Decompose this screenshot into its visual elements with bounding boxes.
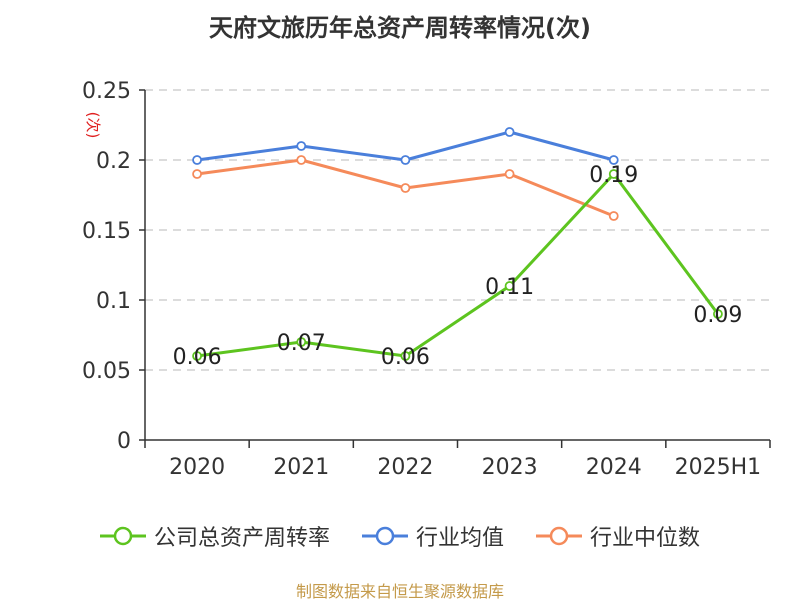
source-note: 制图数据来自恒生聚源数据库	[295, 582, 504, 601]
legend-item[interactable]: 公司总资产周转率	[99, 520, 330, 552]
y-axis-label: (次)	[84, 112, 102, 139]
data-point	[400, 183, 411, 193]
x-tick-label: 2020	[169, 455, 225, 480]
data-point	[296, 141, 307, 151]
data-label: 0.06	[173, 345, 222, 370]
x-tick-label: 2024	[586, 455, 642, 480]
data-point	[504, 127, 515, 137]
data-point	[504, 281, 515, 291]
data-label: 0.19	[589, 163, 638, 188]
data-point	[608, 155, 619, 165]
data-point	[192, 351, 202, 361]
x-tick-label: 2021	[273, 455, 329, 480]
data-point	[296, 155, 307, 165]
x-tick-label: 2022	[377, 455, 433, 480]
data-point	[192, 155, 202, 165]
y-tick-label: 0.15	[82, 219, 131, 244]
legend-label: 行业均值	[415, 526, 504, 551]
legend-marker-icon	[99, 526, 146, 546]
chart-title: 天府文旅历年总资产周转率情况(次)	[209, 14, 591, 42]
y-tick-label: 0	[117, 429, 131, 454]
y-tick-label: 0.2	[96, 149, 131, 174]
data-point	[400, 351, 411, 361]
data-point	[504, 169, 515, 179]
data-label: 0.06	[381, 345, 430, 370]
legend-item[interactable]: 行业中位数	[536, 520, 700, 552]
data-point	[192, 169, 202, 179]
legend-marker-icon	[361, 526, 408, 546]
y-tick-label: 0.05	[82, 359, 131, 384]
legend-label: 行业中位数	[590, 526, 701, 551]
y-tick-label: 0.25	[82, 79, 131, 104]
data-point	[400, 155, 411, 165]
x-tick-label: 2025H1	[675, 455, 762, 480]
legend-label: 公司总资产周转率	[153, 526, 330, 551]
data-point	[713, 309, 723, 319]
legend-marker-icon	[536, 526, 582, 546]
data-label: 0.09	[693, 303, 742, 328]
legend-item[interactable]: 行业均值	[361, 520, 504, 552]
data-point	[608, 169, 619, 179]
y-tick-label: 0.1	[96, 289, 131, 314]
legend: 公司总资产周转率 行业均值 行业中位数	[0, 520, 800, 552]
series-line-0	[196, 172, 720, 358]
data-label: 0.11	[485, 275, 534, 300]
data-label: 0.07	[277, 331, 326, 356]
data-point	[608, 211, 619, 221]
x-tick-label: 2023	[482, 455, 538, 480]
data-point	[296, 337, 307, 347]
